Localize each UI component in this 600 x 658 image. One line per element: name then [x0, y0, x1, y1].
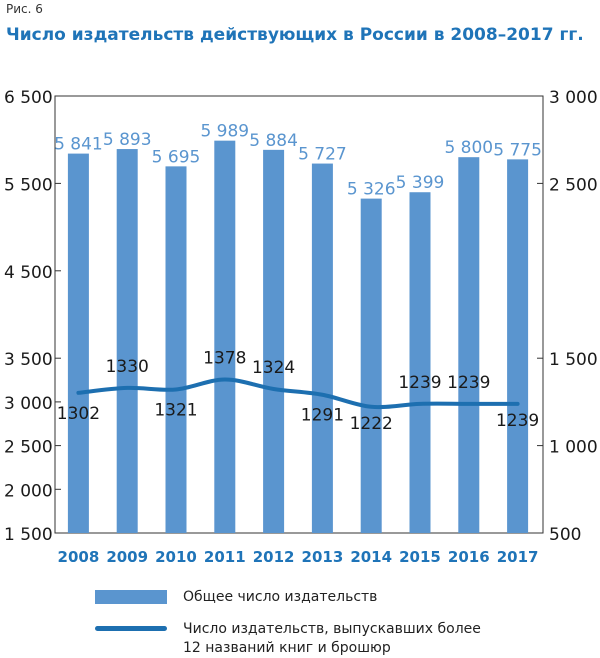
legend-line-label-1: Число издательств, выпускавших более [183, 621, 481, 637]
line-value-label: 1321 [154, 400, 197, 420]
left-axis-tick-label: 1 500 [4, 525, 53, 545]
bar-2009 [116, 149, 138, 533]
bar-value-label: 5 841 [54, 135, 103, 155]
legend-item-bars: Общее число издательств [95, 588, 377, 607]
legend-line-label-2: 12 названий книг и брошюр [183, 640, 391, 656]
line-series-path [76, 377, 520, 410]
bar-2013 [311, 163, 333, 534]
legend-line-swatch [95, 626, 167, 631]
bar-2012 [263, 149, 285, 534]
right-axis-tick-label: 1 500 [549, 350, 598, 370]
chart-title: Число издательств действующих в России в… [6, 25, 584, 45]
bar-value-label: 5 695 [152, 147, 201, 167]
x-axis-label: 2010 [155, 548, 197, 566]
bar-value-label: 5 893 [103, 130, 152, 150]
left-axis-tick-label: 3 500 [4, 350, 53, 370]
line-value-label: 1239 [496, 411, 539, 431]
left-axis-tick-label: 4 500 [4, 263, 53, 283]
bar-value-label: 5 727 [298, 145, 347, 165]
line-value-label: 1239 [447, 373, 490, 393]
bar-2015 [409, 192, 431, 533]
plot-frame [54, 95, 544, 534]
line-value-label: 1330 [106, 357, 149, 377]
bar-value-label: 5 800 [444, 138, 493, 158]
x-axis-label: 2016 [448, 548, 490, 566]
right-axis-tick-label: 500 [549, 525, 581, 545]
x-axis-label: 2017 [497, 548, 539, 566]
legend-bars-label: Общее число издательств [183, 589, 378, 605]
chart-area: 6 500 5 500 4 500 3 500 3 000 2 500 2 000 1 500… [4, 88, 598, 566]
bar-2008 [67, 153, 89, 533]
x-axis-label: 2009 [106, 548, 148, 566]
bar-value-label: 5 989 [200, 122, 249, 142]
right-axis-tick-label: 3 000 [549, 88, 598, 108]
right-axis-tick-label: 1 000 [549, 438, 598, 458]
x-axis-label: 2015 [399, 548, 441, 566]
bar-2016 [458, 157, 480, 533]
bar-2010 [165, 166, 187, 533]
left-axis-tick-label: 6 500 [4, 88, 53, 108]
line-value-label: 1222 [350, 414, 393, 434]
legend-line-label: Число издательств, выпускавших более 12 … [183, 620, 481, 658]
x-axis-label: 2012 [253, 548, 295, 566]
bar-value-label: 5 399 [396, 173, 445, 193]
bar-2011 [214, 140, 236, 533]
bar-2014 [360, 198, 382, 533]
bar-value-label: 5 775 [493, 140, 542, 160]
bar-value-label: 5 884 [249, 131, 298, 151]
legend-bar-swatch [95, 590, 167, 604]
left-axis-tick-label: 2 000 [4, 481, 53, 501]
line-value-label: 1302 [57, 404, 100, 424]
line-value-label: 1324 [252, 358, 295, 378]
x-axis-label: 2013 [302, 548, 344, 566]
line-value-label: 1239 [398, 373, 441, 393]
left-axis-tick-label: 5 500 [4, 175, 53, 195]
legend-item-line: Число издательств, выпускавших более 12 … [95, 620, 481, 658]
left-axis-tick-label: 2 500 [4, 438, 53, 458]
x-axis-label: 2014 [350, 548, 392, 566]
left-axis-tick-label: 3 000 [4, 394, 53, 414]
line-value-label: 1378 [203, 349, 246, 369]
right-axis-tick-label: 2 500 [549, 175, 598, 195]
x-axis-label: 2011 [204, 548, 246, 566]
line-value-label: 1291 [301, 406, 344, 426]
bar-value-label: 5 326 [347, 180, 396, 200]
bar-2017 [507, 159, 529, 534]
figure-label: Рис. 6 [6, 2, 43, 16]
x-axis-label: 2008 [58, 548, 100, 566]
